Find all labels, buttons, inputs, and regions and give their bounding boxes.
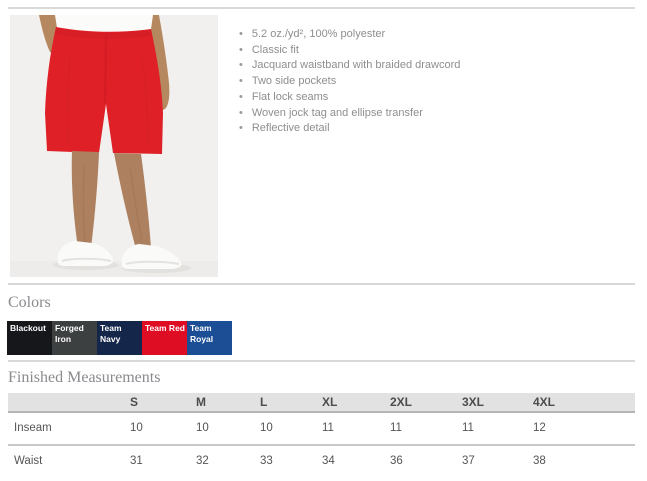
swatch-label: Team Red	[145, 323, 185, 333]
product-detail-page: 5.2 oz./yd², 100% polyester Classic fit …	[0, 7, 647, 477]
cell-value: 33	[260, 455, 273, 467]
model-legs	[114, 153, 151, 249]
feature-item: Woven jock tag and ellipse transfer	[239, 106, 460, 122]
cell-value: 32	[196, 455, 209, 467]
row-label: Waist	[14, 455, 43, 467]
swatch-label: Team Navy	[100, 323, 122, 344]
table-header-row: S M L XL 2XL 3XL 4XL	[8, 393, 635, 413]
feature-item: Two side pockets	[239, 74, 460, 90]
column-header-s: S	[130, 393, 196, 413]
color-swatch-forged-iron[interactable]: Forged Iron	[52, 321, 97, 355]
column-header-blank	[8, 393, 130, 413]
section-divider	[8, 360, 635, 362]
column-header-2xl: 2XL	[390, 393, 462, 413]
column-header-xl: XL	[322, 393, 390, 413]
table-row-waist: Waist 31 32 33 34 36 37 38	[8, 445, 635, 477]
cell-value: 37	[462, 455, 475, 467]
feature-item: Classic fit	[239, 43, 460, 59]
feature-item: Flat lock seams	[239, 90, 460, 106]
table-row-inseam: Inseam 10 10 10 11 11 11 12	[8, 412, 635, 446]
color-swatch-strip: Blackout Forged Iron Team Navy Team Red …	[7, 321, 647, 355]
model-illustration	[10, 15, 218, 277]
cell-value: 10	[130, 412, 196, 446]
cell-value: 10	[260, 412, 322, 446]
cell-value: 34	[322, 455, 335, 467]
colors-heading: Colors	[8, 294, 51, 311]
cell-value: 12	[533, 412, 635, 446]
cell-value: 38	[533, 455, 546, 467]
feature-item: 5.2 oz./yd², 100% polyester	[239, 27, 460, 43]
feature-item: Jacquard waistband with braided drawcord	[239, 58, 461, 74]
cell-value: 11	[462, 412, 533, 446]
cell-value: 10	[196, 412, 260, 446]
color-swatch-team-navy[interactable]: Team Navy	[97, 321, 142, 355]
color-swatch-team-red[interactable]: Team Red	[142, 321, 187, 355]
product-overview: 5.2 oz./yd², 100% polyester Classic fit …	[10, 15, 647, 277]
cell-value: 31	[130, 455, 143, 467]
column-header-l: L	[260, 393, 322, 413]
row-label: Inseam	[8, 412, 130, 446]
swatch-label: Blackout	[10, 323, 46, 333]
cell-value: 11	[322, 412, 390, 446]
top-divider	[8, 7, 635, 9]
column-header-3xl: 3XL	[462, 393, 533, 413]
color-swatch-team-royal[interactable]: Team Royal	[187, 321, 232, 355]
feature-item: Reflective detail	[239, 121, 460, 137]
column-header-4xl: 4XL	[533, 393, 635, 413]
model-shirt	[55, 15, 153, 34]
color-swatch-blackout[interactable]: Blackout	[7, 321, 52, 355]
model-legs	[71, 151, 99, 248]
section-divider	[8, 283, 635, 285]
measurements-heading: Finished Measurements	[8, 369, 161, 386]
cell-value: 11	[390, 412, 462, 446]
measurements-table: S M L XL 2XL 3XL 4XL Inseam 10 10 10 11 …	[8, 393, 635, 477]
swatch-label: Forged Iron	[55, 323, 84, 344]
product-shorts	[45, 27, 163, 154]
column-header-m: M	[196, 393, 260, 413]
swatch-label: Team Royal	[190, 323, 214, 344]
cell-value: 36	[390, 455, 403, 467]
product-photo	[10, 15, 218, 277]
feature-list: 5.2 oz./yd², 100% polyester Classic fit …	[239, 27, 461, 137]
